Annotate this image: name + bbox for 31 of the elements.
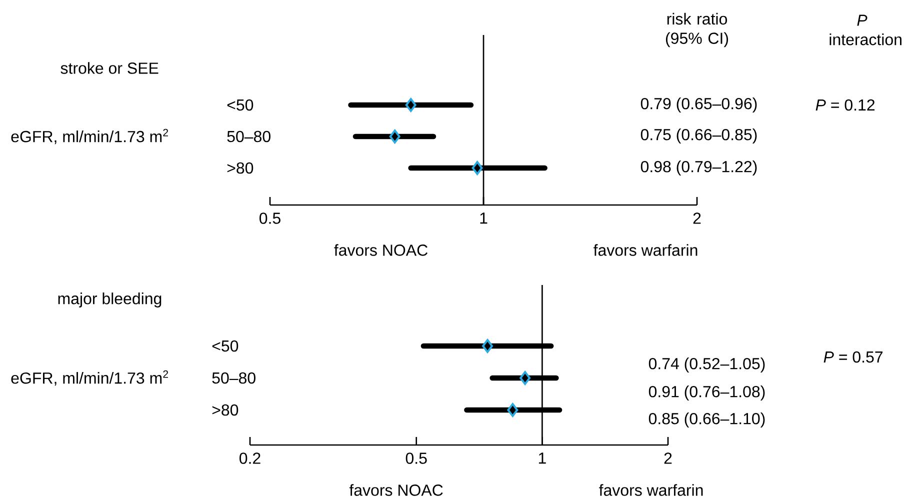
text: favors NOAC	[334, 244, 428, 256]
y-tick-label: <50	[212, 340, 238, 352]
text: P interaction	[830, 14, 902, 46]
y-tick-label: <50	[227, 99, 254, 111]
annotation: 0.85 (0.66–1.10)	[648, 412, 765, 428]
text: favors NOAC	[349, 484, 443, 496]
y-tick-label: >80	[212, 404, 238, 416]
text: favors warfarin	[599, 484, 703, 496]
text: P = 0.12	[816, 99, 875, 111]
text: favors warfarin	[594, 244, 698, 256]
x-tick-label: 1	[538, 452, 546, 464]
y-tick-label: 50–80	[212, 372, 256, 384]
annotation: 0.75 (0.66–0.85)	[640, 128, 757, 144]
y-tick-label: 50–80	[227, 130, 270, 142]
text: P = 0.57	[824, 351, 883, 363]
x-tick-label: 0.5	[406, 452, 427, 464]
text: risk ratio (95% CI)	[666, 12, 728, 48]
x-tick-label: 2	[693, 212, 701, 224]
y-tick-label: >80	[227, 162, 254, 174]
x-tick-label: 2	[664, 452, 672, 464]
annotation: 0.79 (0.65–0.96)	[640, 98, 757, 112]
x-tick-label: 0.5	[260, 212, 280, 224]
annotation: 0.98 (0.79–1.22)	[640, 160, 757, 176]
text: major bleeding	[58, 292, 162, 308]
x-tick-label: 1	[480, 212, 488, 224]
y-axis-title: eGFR, ml/min/1.73 m$^{2}$	[11, 128, 168, 144]
annotation: 0.91 (0.76–1.08)	[648, 386, 765, 400]
text: stroke or SEE	[60, 62, 158, 74]
x-tick-label: 0.2	[240, 452, 260, 464]
y-axis-title: eGFR, ml/min/1.73 m$^{2}$	[11, 370, 168, 386]
annotation: 0.74 (0.52–1.05)	[648, 358, 765, 372]
